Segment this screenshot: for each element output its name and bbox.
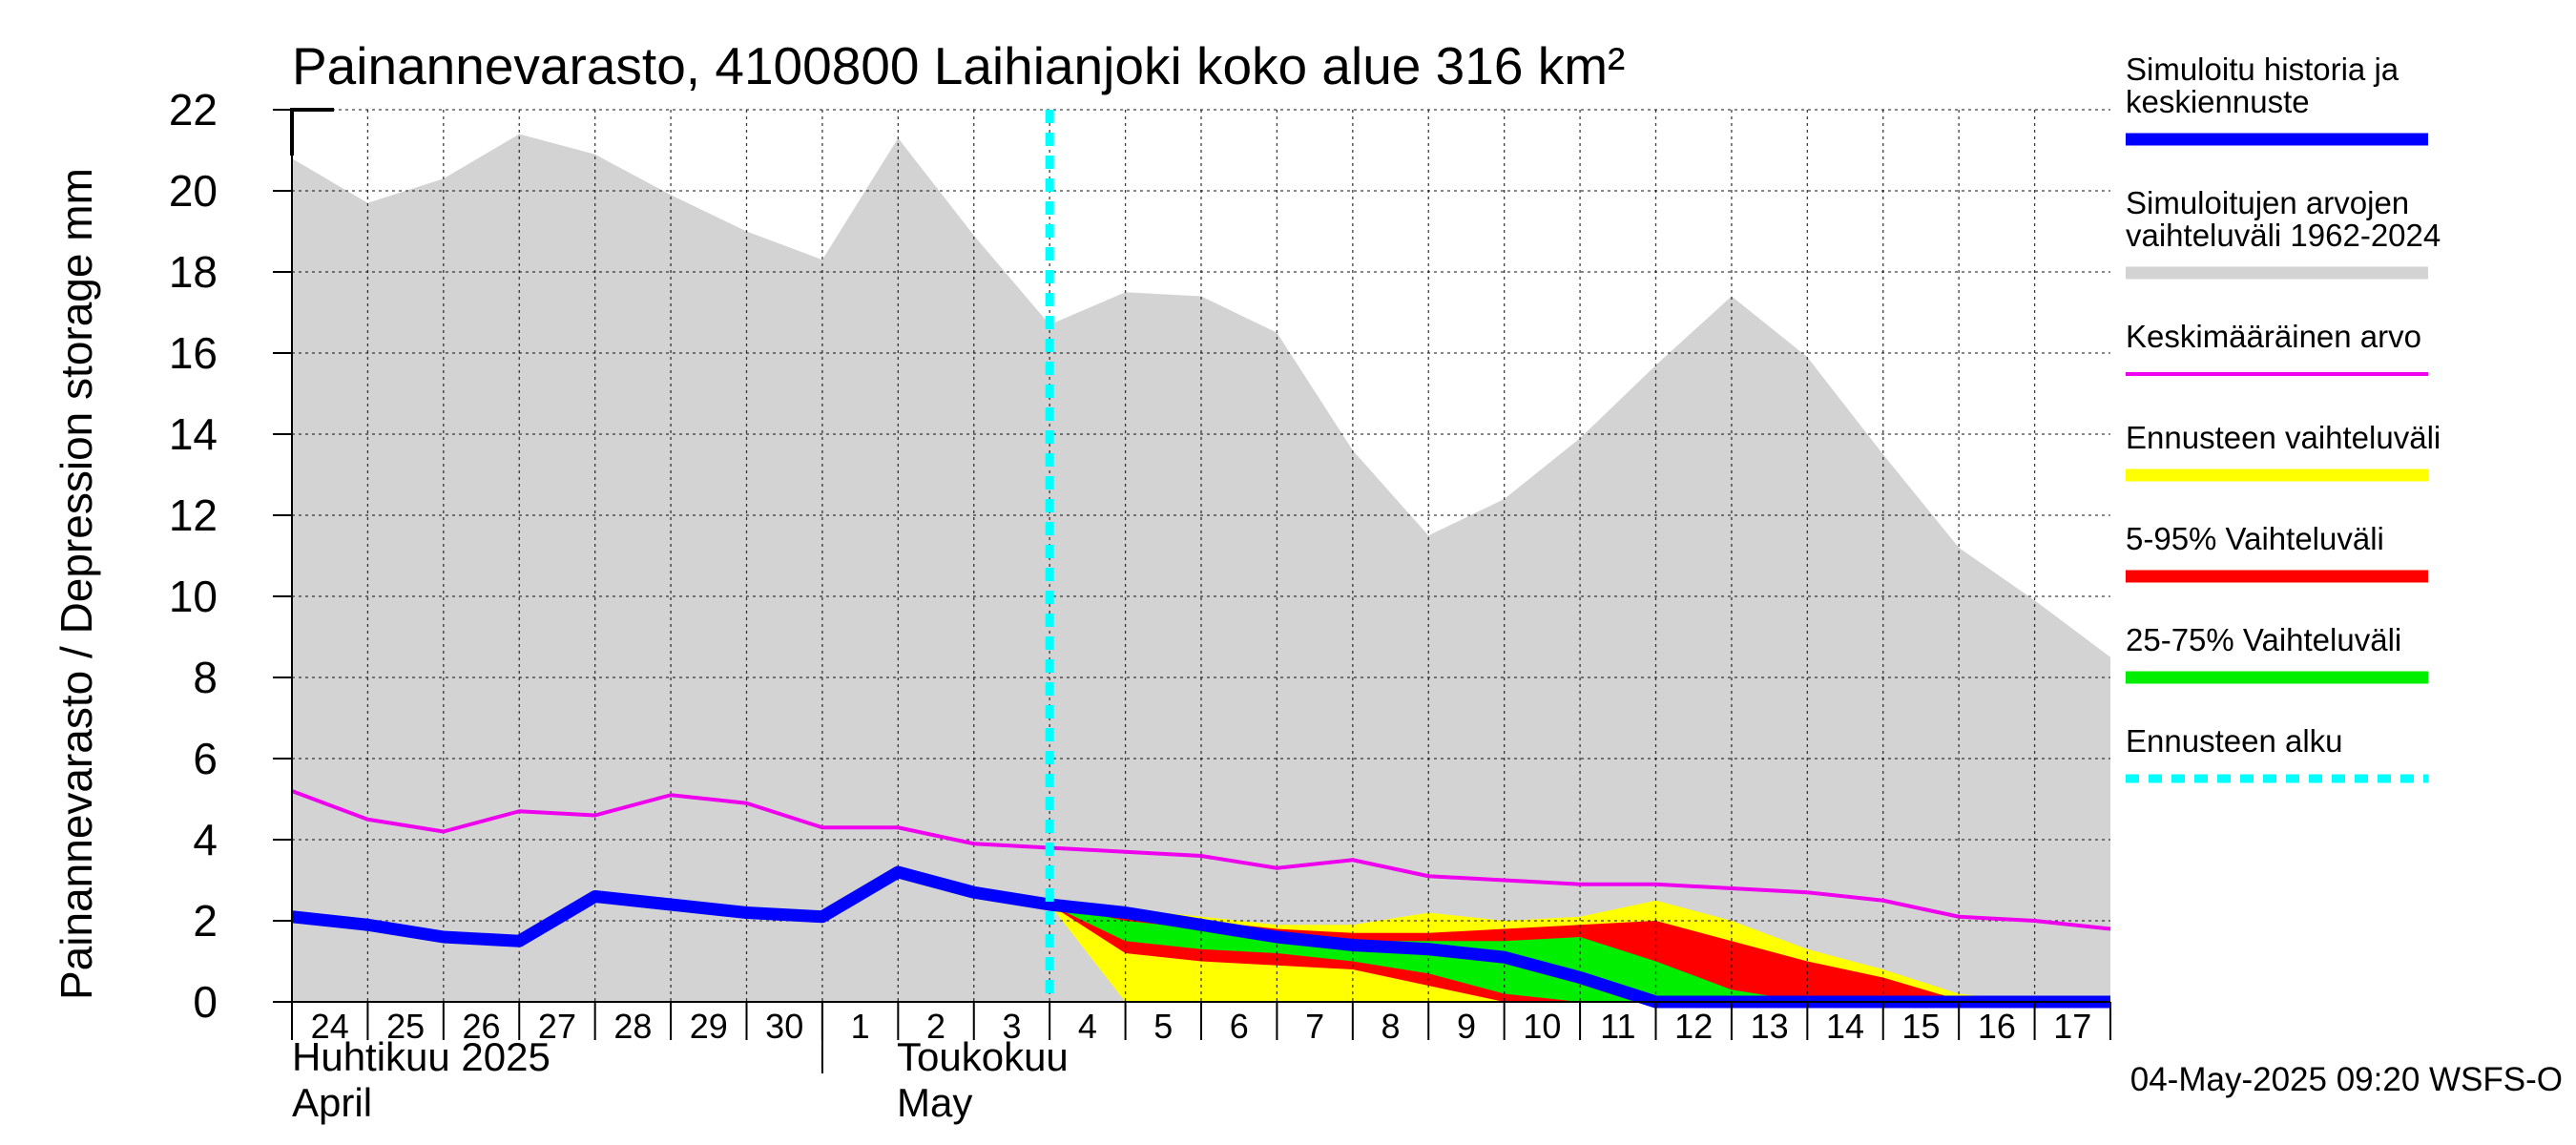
y-tick-label: 14 [169,409,218,459]
legend-label-line: Simuloitu historia ja [2126,52,2399,87]
legend-label-line: vaihteluväli 1962-2024 [2126,218,2441,253]
x-tick-label: 30 [765,1007,803,1046]
legend-label-line: Ennusteen alku [2126,723,2343,759]
x-tick-label: 13 [1751,1007,1789,1046]
x-tick-label: 3 [1002,1007,1021,1046]
x-tick-label: 16 [1978,1007,2016,1046]
month-label-may-en: May [897,1080,972,1125]
x-tick-label: 1 [851,1007,870,1046]
chart-title: Painannevarasto, 4100800 Laihianjoki kok… [292,36,1625,95]
legend-label-line: 5-95% Vaihteluväli [2126,521,2384,556]
x-tick-label: 15 [1901,1007,1940,1046]
month-label-may-fi: Toukokuu [897,1034,1069,1079]
legend-label-simuloitu-historia-ja-keskiennuste: Simuloitu historia ja keskiennuste [2126,52,2399,119]
x-tick-label: 11 [1600,1007,1635,1046]
x-tick-label: 27 [538,1007,576,1046]
x-tick-label: 7 [1305,1007,1324,1046]
y-tick-label: 8 [193,653,218,702]
x-tick-label: 28 [613,1007,652,1046]
x-tick-label: 2 [926,1007,945,1046]
legend-label-line: 25-75% Vaihteluväli [2126,622,2401,657]
x-tick-label: 24 [311,1007,349,1046]
legend-label-line: keskiennuste [2126,84,2310,119]
legend-label-5-95-vaihteluv-li: 5-95% Vaihteluväli [2126,521,2384,556]
legend-label-ennusteen-vaihteluv-li: Ennusteen vaihteluväli [2126,420,2441,455]
month-label-april-en: April [292,1080,372,1125]
legend-label-line: Keskimääräinen arvo [2126,319,2421,354]
legend: Simuloitu historia ja keskiennusteSimuloi… [2126,52,2441,783]
x-tick-label: 6 [1230,1007,1249,1046]
x-tick-label: 10 [1523,1007,1561,1046]
y-tick-label: 20 [169,166,218,216]
legend-label-keskim-r-inen-arvo: Keskimääräinen arvo [2126,319,2421,354]
y-tick-label: 16 [169,328,218,378]
y-axis-label: Painannevarasto / Depression storage mm [52,168,101,1000]
y-tick-label: 18 [169,247,218,297]
y-tick-label: 0 [193,977,218,1027]
x-tick-label: 5 [1153,1007,1173,1046]
x-tick-label: 14 [1826,1007,1864,1046]
y-tick-label: 6 [193,734,218,783]
y-tick-labels: 0 2 4 6 8 10 12 14 16 18 20 22 [169,85,218,1027]
y-tick-label: 2 [193,896,218,946]
x-tick-label: 17 [2053,1007,2091,1046]
x-tick-label: 29 [690,1007,728,1046]
axes-layer [273,108,2111,1073]
month-label-april-fi: Huhtikuu 2025 [292,1034,551,1079]
x-tick-label: 12 [1674,1007,1713,1046]
y-tick-label: 12 [169,490,218,540]
x-tick-label: 8 [1381,1007,1401,1046]
legend-label-line: Simuloitujen arvojen [2126,185,2409,220]
x-tick-label: 4 [1078,1007,1097,1046]
y-tick-label: 22 [169,85,218,135]
y-tick-label: 4 [193,815,218,864]
legend-label-ennusteen-alku: Ennusteen alku [2126,723,2343,759]
x-tick-labels: 24 25 26 27 28 29 30 1 2 3 4 5 6 7 8 9 10 11 12 13 14 15 16 17 [311,1007,2092,1046]
legend-label-simuloitujen-arvojen-vaihteluv-li-1962-2024: Simuloitujen arvojen vaihteluväli 1962-20… [2126,185,2441,253]
y-tick-label: 10 [169,572,218,621]
x-tick-label: 25 [386,1007,425,1046]
series-line-keskim-r-inen-arvo [291,789,2111,931]
x-tick-label: 26 [463,1007,501,1046]
x-tick-label: 9 [1457,1007,1476,1046]
legend-label-line: Ennusteen vaihteluväli [2126,420,2441,455]
legend-label-25-75-vaihteluv-li: 25-75% Vaihteluväli [2126,622,2401,657]
footer-timestamp: 04-May-2025 09:20 WSFS-O [2130,1061,2563,1098]
